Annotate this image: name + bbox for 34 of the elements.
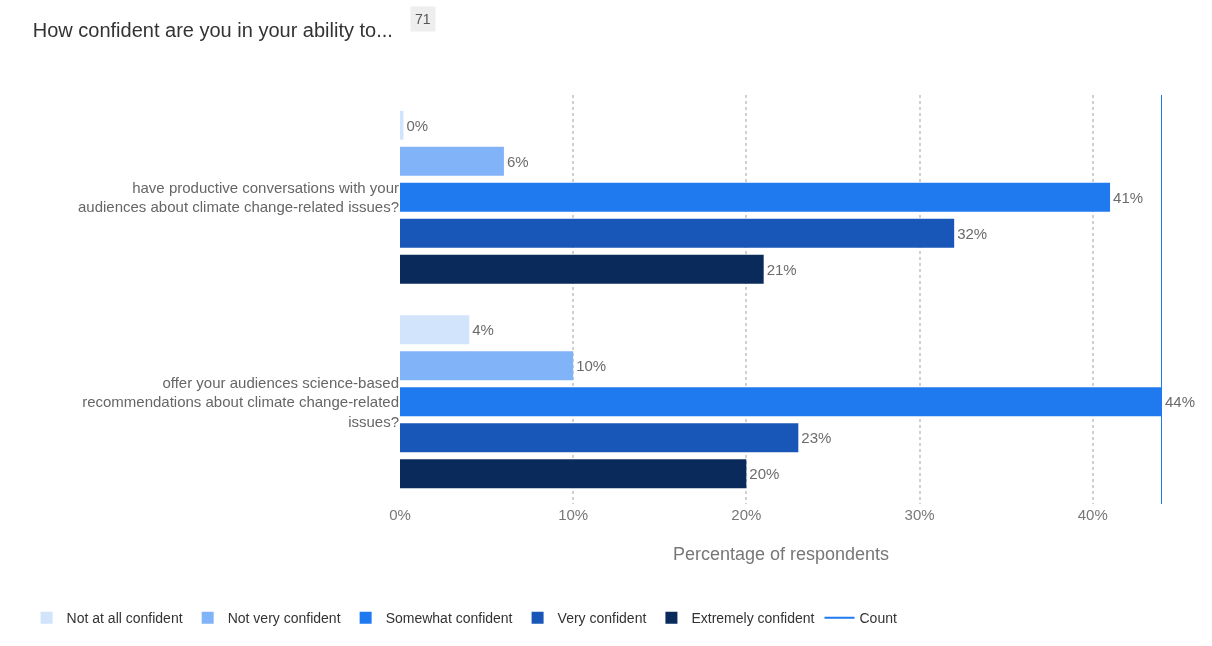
bar	[400, 146, 504, 176]
legend-label: Very confident	[557, 610, 647, 627]
x-tick-label: 40%	[1077, 506, 1108, 523]
bar	[400, 218, 955, 248]
y-tick-label: offer your audiences science-based recommendations about climate change-related issues?	[82, 373, 399, 430]
legend-label: Not at all confident	[66, 610, 183, 627]
text: 71	[415, 11, 431, 27]
bar	[400, 423, 799, 453]
legend-label: Somewhat confident	[385, 610, 513, 627]
bar	[400, 254, 764, 284]
data-label: 0%	[406, 116, 429, 134]
legend-label: Count	[859, 610, 897, 627]
bar	[400, 459, 747, 489]
data-label: 10%	[576, 357, 607, 375]
bar	[400, 315, 470, 345]
x-axis-title: Percentage of respondents	[672, 544, 890, 565]
data-label: 32%	[957, 224, 988, 242]
data-label: 44%	[1165, 393, 1196, 411]
data-label: 23%	[801, 429, 832, 447]
data-label: 21%	[766, 260, 797, 278]
x-tick-label: 30%	[904, 506, 935, 523]
x-tick-label: 0%	[389, 506, 411, 523]
bar	[400, 182, 1111, 212]
data-label: 6%	[506, 152, 529, 170]
bar	[400, 351, 574, 381]
data-label: 4%	[472, 321, 494, 339]
y-tick-label: have productive conversations with your audiences about climate change-related issues?	[77, 178, 399, 216]
data-label: 41%	[1113, 188, 1144, 206]
data-label: 20%	[749, 465, 780, 483]
legend-label: Extremely confident	[691, 610, 815, 627]
x-tick-label: 10%	[558, 506, 589, 523]
legend-label: Not very confident	[227, 610, 341, 627]
text: How confident are you in your ability to...	[32, 18, 393, 41]
x-tick-label: 20%	[731, 506, 762, 523]
